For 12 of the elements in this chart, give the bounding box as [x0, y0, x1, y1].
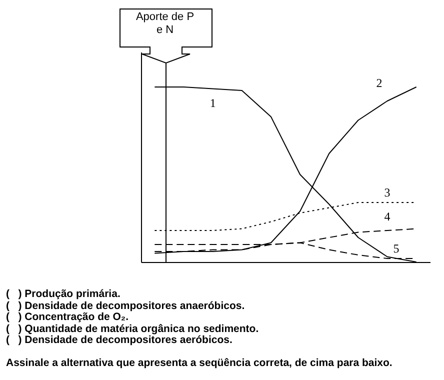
series-label: 3 [384, 186, 390, 200]
text: ( ) Quantidade de matéria orgânica no sedimento. [6, 322, 260, 336]
series-label: 1 [210, 96, 216, 110]
series-label: 4 [384, 210, 390, 224]
text: Assinale a alternativa que apresenta a seqüência correta, de cima para baixo. [6, 356, 392, 370]
text: ( ) Densidade de decompositores aeróbicos. [6, 334, 234, 347]
text: ( ) Concentração de O₂. [6, 311, 129, 324]
series-label: 5 [393, 242, 400, 256]
series-label: 2 [376, 76, 382, 90]
text: Aporte de P e N [135, 11, 195, 37]
text: ( ) Produção primária. [6, 288, 122, 301]
text: ( ) Densidade de decompositores anaeróbicos. [6, 300, 246, 312]
